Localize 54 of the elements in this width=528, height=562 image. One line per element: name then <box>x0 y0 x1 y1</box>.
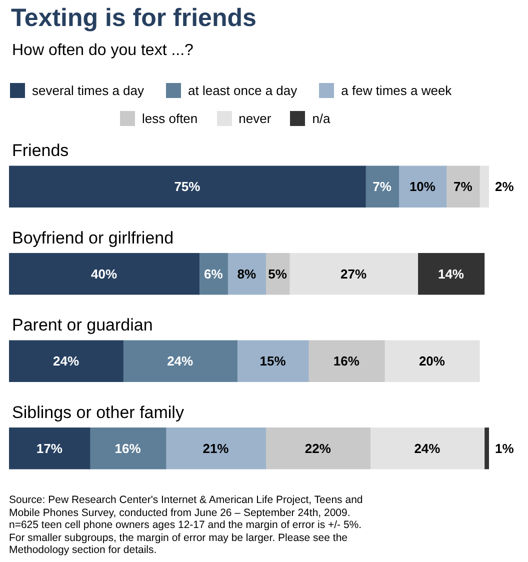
bar <box>236 340 309 382</box>
bar <box>227 253 266 295</box>
bar <box>384 340 480 382</box>
legend-label: a few times a week <box>341 82 452 98</box>
legend-label: less often <box>142 110 198 126</box>
data-label: 27% <box>340 266 367 282</box>
data-label: 24% <box>414 440 441 456</box>
data-label: 10% <box>409 179 436 194</box>
chart-title: Texting is for friends <box>11 4 256 33</box>
bar <box>9 340 124 382</box>
bar <box>166 428 266 470</box>
data-label: 20% <box>418 354 446 369</box>
data-label: 40% <box>91 266 118 282</box>
data-label: 6% <box>204 266 224 282</box>
data-label: 7% <box>453 179 473 194</box>
data-label: 16% <box>114 440 142 456</box>
y-tick-label: Boyfriend or girlfriend <box>12 228 174 248</box>
data-label: 15% <box>260 354 286 369</box>
data-label: 16% <box>333 354 360 369</box>
legend-label: never <box>238 110 272 126</box>
bar <box>479 166 489 208</box>
bar <box>9 428 90 470</box>
data-label: 5% <box>268 266 288 282</box>
y-tick-label: Parent or guardian <box>12 316 153 335</box>
data-label: 24% <box>53 354 80 369</box>
data-label: 24% <box>167 354 194 369</box>
y-tick-label: Friends <box>12 141 69 160</box>
legend-label: n/a <box>312 110 330 126</box>
chart-subtitle: How often do you text ...? <box>12 42 194 60</box>
bar <box>9 166 366 208</box>
bar <box>398 166 447 208</box>
bar <box>417 253 485 295</box>
bar <box>365 166 400 208</box>
bar <box>446 166 480 208</box>
legend-label: several times a day <box>32 82 144 98</box>
data-label: 7% <box>372 179 392 194</box>
data-label: 2% <box>495 179 514 194</box>
bar <box>289 253 418 295</box>
bar <box>122 340 238 382</box>
legend-label: at least once a day <box>188 82 298 98</box>
bar <box>308 340 385 382</box>
data-label: 14% <box>438 266 464 282</box>
data-label: 75% <box>174 179 201 194</box>
bar <box>370 428 485 470</box>
y-tick-label: Siblings or other family <box>12 402 184 422</box>
data-label: 1% <box>495 440 514 456</box>
bar <box>9 253 200 295</box>
data-label: 21% <box>202 440 230 456</box>
source-note: Source: Pew Research Center's Internet & American Life Project, Teens and Mobile Phones Survey, conducted from June 26 – September 24th, 2009. n=625 teen cell phone owners ages 12-17 and the margin of error is +/- 5%. For smaller subgroups, the margin of error may be larger. Please see the Methodology section for details. <box>9 494 364 556</box>
data-label: 17% <box>36 440 63 456</box>
bar <box>265 428 371 470</box>
data-label: 8% <box>237 266 256 282</box>
data-label: 22% <box>304 440 332 456</box>
bar <box>89 428 166 470</box>
